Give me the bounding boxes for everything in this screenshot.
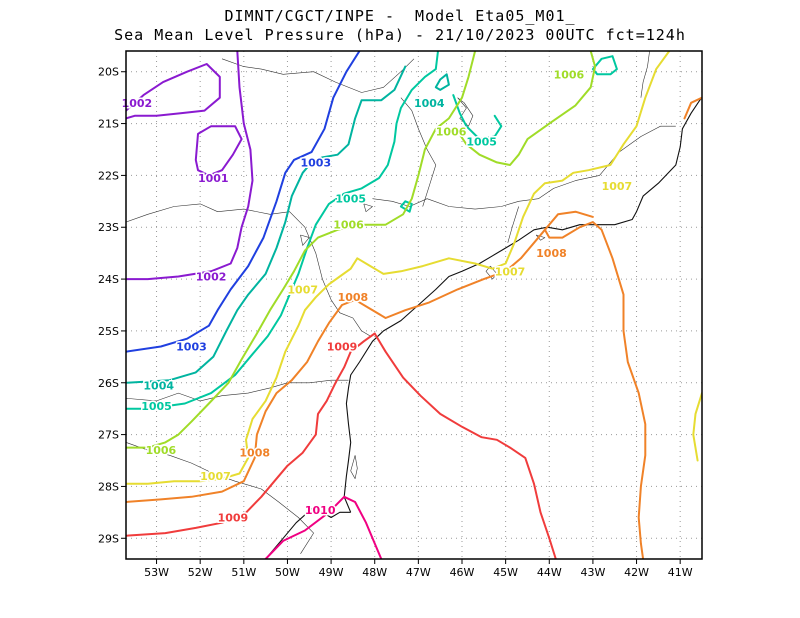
map-title-line-1: DIMNT/CGCT/INPE - Model Eta05_M01_ [224,7,576,25]
isobar-1007 [692,392,702,462]
contour-label-1005: 1005 [466,136,497,149]
lat-tick-label: 26S [98,377,119,390]
isobar-1004 [434,73,450,91]
isobar-1004 [126,65,407,384]
lon-tick-label: 47W [406,566,431,579]
isobar-1005 [452,94,503,141]
lat-tick-label: 22S [98,169,119,182]
lon-tick-label: 53W [144,566,169,579]
lon-tick-label: 49W [319,566,344,579]
contour-label-1002: 1002 [122,97,153,110]
isobar-1009 [126,332,376,537]
isobar-1005 [591,55,618,76]
contour-label-1009: 1009 [218,512,249,525]
lon-tick-label: 48W [362,566,387,579]
contour-label-1009: 1009 [327,340,358,353]
contour-label-1008: 1008 [536,247,567,260]
contour-label-1007: 1007 [287,283,318,296]
lon-tick-label: 41W [668,566,693,579]
contour-label-1001: 1001 [198,172,229,185]
lat-tick-label: 28S [98,480,119,493]
isobar-1010 [264,495,383,559]
border-line [507,206,519,243]
contour-label-1010: 1010 [305,504,336,517]
lake-line [457,97,474,127]
contour-label-1005: 1005 [141,400,172,413]
axis-tick-labels: 53W 52W 51W 50W 49W 48W 47W 46W 45W 44W 43W 42W 41W 2… [98,66,693,579]
contour-label-1002: 1002 [196,270,227,283]
isobar-1002 [126,51,254,281]
isobar-1002 [126,63,221,120]
coastline-layer [126,51,702,559]
isobar-1001 [194,125,243,177]
contour-label-1003: 1003 [301,156,332,169]
contour-label-1006: 1006 [554,68,585,81]
contour-label-1007: 1007 [200,470,231,483]
contour-label-1004: 1004 [143,379,174,392]
contour-label-1006: 1006 [146,444,177,457]
contour-label-1007: 1007 [495,265,526,278]
island-line [350,455,358,479]
lake-line [300,234,310,246]
lat-tick-label: 24S [98,273,119,286]
lat-tick-label: 23S [98,221,119,234]
lon-tick-label: 46W [450,566,475,579]
border-line [400,97,437,207]
lat-tick-label: 27S [98,429,119,442]
isobar-1008 [543,221,647,559]
isobar-1006 [126,51,477,449]
lon-tick-label: 42W [624,566,649,579]
lon-tick-label: 51W [231,566,256,579]
contour-label-1005: 1005 [335,193,366,206]
island-line [485,265,498,280]
isobar-1008 [126,210,594,503]
contour-label-1006: 1006 [333,219,364,232]
coast-line [265,506,351,559]
contour-label-1004: 1004 [414,97,445,110]
lon-tick-label: 44W [537,566,562,579]
isobar-1007 [126,51,671,485]
lake-line [363,203,373,212]
isobar-layer [126,51,702,559]
plot-frame [125,50,703,560]
lon-tick-label: 50W [275,566,300,579]
lon-tick-label: 45W [493,566,518,579]
lat-tick-label: 21S [98,118,119,131]
isobar-1003 [126,51,361,353]
contour-label-1008: 1008 [338,291,369,304]
border-line [126,379,349,402]
border-line [126,203,371,337]
lon-tick-label: 52W [188,566,213,579]
isobar-1008 [683,96,702,120]
border-line [372,125,676,210]
contour-label-1003: 1003 [176,340,207,353]
contour-label-1006: 1006 [436,125,467,138]
map-title-line-2: Sea Mean Level Pressure (hPa) - 21/10/20… [114,26,686,44]
border-line [221,58,415,93]
contour-label-1007: 1007 [602,180,633,193]
contour-label-layer: 1002 1001 1002 1003 1003 1004 1004 1005 1005 1005… [120,67,634,526]
lon-tick-label: 43W [580,566,605,579]
border-line [126,442,314,554]
gridlines [126,51,702,559]
isobar-1009 [373,332,557,559]
lat-tick-label: 20S [98,66,119,79]
lat-tick-label: 25S [98,325,119,338]
lat-tick-label: 29S [98,532,119,545]
isobar-1006 [456,51,597,166]
contour-label-1008: 1008 [239,447,270,460]
isobar-1005 [399,200,413,213]
coast-line [343,97,702,513]
border-line [640,51,650,98]
